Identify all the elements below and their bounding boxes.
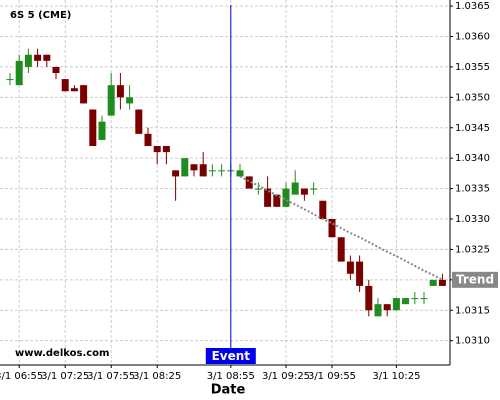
x-axis-title: Date bbox=[211, 383, 246, 398]
candle-body bbox=[245, 176, 253, 189]
y-tick-label: 1.0325 bbox=[455, 244, 490, 255]
candle-body bbox=[190, 164, 198, 171]
y-tick-label: 1.0355 bbox=[455, 62, 490, 73]
x-tick-label: 3/1 10:25 bbox=[372, 371, 420, 382]
candle-body bbox=[144, 133, 152, 146]
candle-body bbox=[411, 298, 419, 300]
candle-body bbox=[24, 54, 32, 67]
candle-body bbox=[356, 261, 364, 286]
candle-body bbox=[172, 170, 180, 177]
x-tick-label: 3/1 08:55 bbox=[207, 371, 255, 382]
y-tick-label: 1.0365 bbox=[455, 1, 490, 12]
candle-body bbox=[438, 279, 446, 286]
trend-label-box bbox=[452, 271, 498, 288]
x-tick-label: 3/1 06:55 bbox=[0, 371, 43, 382]
x-tick-label: 3/1 08:25 bbox=[133, 371, 181, 382]
trend-line bbox=[239, 175, 443, 281]
candle-body bbox=[34, 54, 42, 61]
candle-body bbox=[15, 60, 23, 86]
y-tick-label: 1.0315 bbox=[455, 305, 490, 316]
candle-body bbox=[116, 85, 124, 98]
candle-body bbox=[98, 121, 106, 140]
y-tick-label: 1.0360 bbox=[455, 32, 490, 43]
candle-body bbox=[365, 285, 373, 311]
y-tick-label: 1.0330 bbox=[455, 214, 490, 225]
x-tick-label: 3/1 09:25 bbox=[262, 371, 310, 382]
candle-body bbox=[70, 88, 78, 92]
marks bbox=[6, 48, 446, 317]
candle-body bbox=[273, 194, 281, 207]
y-tick-label: 1.0310 bbox=[455, 336, 490, 347]
candle-body bbox=[181, 158, 189, 177]
candle-body bbox=[89, 109, 97, 146]
candle-body bbox=[80, 85, 88, 104]
candle-body bbox=[162, 146, 170, 153]
candle-body bbox=[153, 146, 161, 153]
event-label-box bbox=[205, 348, 256, 364]
candle-body bbox=[429, 279, 437, 286]
candle-body bbox=[291, 182, 299, 195]
candle-body bbox=[392, 298, 400, 311]
candle-body bbox=[282, 188, 290, 207]
y-tick-label: 1.0335 bbox=[455, 184, 490, 195]
candle-body bbox=[43, 54, 51, 61]
event-label: Event bbox=[212, 349, 251, 363]
watermark: www.delkos.com bbox=[15, 348, 109, 359]
candle-body bbox=[126, 97, 134, 104]
candle-body bbox=[135, 109, 143, 134]
candle-body bbox=[218, 170, 226, 172]
candle-body bbox=[61, 79, 69, 92]
chart-title: 6S 5 (CME) bbox=[10, 10, 71, 21]
candle-body bbox=[328, 219, 336, 238]
trend-label: Trend bbox=[456, 272, 494, 286]
candle-body bbox=[346, 261, 354, 274]
y-tick-label: 1.0350 bbox=[455, 92, 490, 103]
candle-body bbox=[264, 188, 272, 207]
candle-body bbox=[199, 164, 207, 177]
candle-body bbox=[319, 200, 327, 219]
x-tick-label: 3/1 07:25 bbox=[41, 371, 89, 382]
candle-body bbox=[310, 188, 318, 190]
candle-body bbox=[52, 66, 60, 73]
x-tick-label: 3/1 07:55 bbox=[87, 371, 135, 382]
candle-body bbox=[420, 298, 428, 300]
candle-body bbox=[337, 237, 345, 262]
candle-body bbox=[300, 188, 308, 195]
candle-body bbox=[402, 298, 410, 305]
grid bbox=[0, 0, 450, 365]
candle-body bbox=[208, 170, 216, 172]
candle-body bbox=[383, 304, 391, 311]
candle-body bbox=[374, 304, 382, 317]
candle-body bbox=[236, 170, 244, 177]
candle-body bbox=[107, 85, 115, 116]
y-tick-label: 1.0340 bbox=[455, 153, 490, 164]
candle-body bbox=[6, 79, 14, 81]
x-tick-label: 3/1 09:55 bbox=[308, 371, 356, 382]
candle-body bbox=[254, 188, 262, 190]
y-tick-label: 1.0345 bbox=[455, 123, 490, 134]
